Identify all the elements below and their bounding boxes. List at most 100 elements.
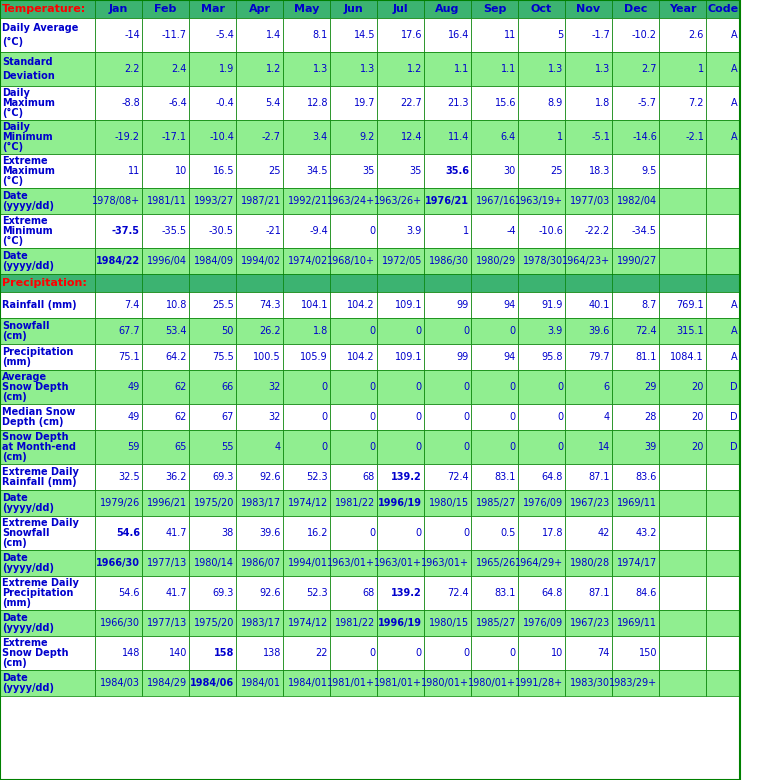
Text: -14.6: -14.6 <box>632 132 657 142</box>
Text: 100.5: 100.5 <box>253 352 281 362</box>
Text: 79.7: 79.7 <box>588 352 610 362</box>
Bar <box>518 490 565 516</box>
Text: 1: 1 <box>557 132 563 142</box>
Text: 1985/27: 1985/27 <box>476 498 516 508</box>
Bar <box>330 188 377 214</box>
Bar <box>706 292 740 318</box>
Bar <box>377 0 424 18</box>
Text: Extreme: Extreme <box>2 156 47 166</box>
Bar <box>659 154 706 188</box>
Bar <box>283 636 330 670</box>
Bar <box>189 670 236 696</box>
Text: Daily: Daily <box>2 88 30 98</box>
Text: 1967/23: 1967/23 <box>570 618 610 628</box>
Text: (cm): (cm) <box>2 332 27 341</box>
Bar <box>330 248 377 274</box>
Text: 0: 0 <box>369 382 375 392</box>
Text: 0: 0 <box>557 442 563 452</box>
Bar <box>424 576 471 610</box>
Text: 0: 0 <box>369 326 375 336</box>
Bar <box>565 636 612 670</box>
Text: 99: 99 <box>456 300 469 310</box>
Bar <box>377 464 424 490</box>
Text: 1996/19: 1996/19 <box>378 498 422 508</box>
Bar <box>142 248 189 274</box>
Text: Date: Date <box>2 613 28 622</box>
Bar <box>612 430 659 464</box>
Bar <box>424 370 471 404</box>
Bar <box>330 464 377 490</box>
Text: 41.7: 41.7 <box>166 528 187 538</box>
Bar <box>377 188 424 214</box>
Text: -19.2: -19.2 <box>115 132 140 142</box>
Bar <box>471 0 518 18</box>
Bar <box>236 248 283 274</box>
Text: 35.6: 35.6 <box>445 166 469 176</box>
Bar <box>471 120 518 154</box>
Bar <box>612 610 659 636</box>
Text: 75.5: 75.5 <box>212 352 234 362</box>
Bar <box>283 404 330 430</box>
Bar <box>518 52 565 86</box>
Bar <box>706 516 740 550</box>
Text: Extreme: Extreme <box>2 216 47 226</box>
Bar <box>377 120 424 154</box>
Text: -2.7: -2.7 <box>262 132 281 142</box>
Text: 0: 0 <box>463 412 469 422</box>
Text: 91.9: 91.9 <box>542 300 563 310</box>
Text: 0: 0 <box>369 226 375 236</box>
Text: 1974/12: 1974/12 <box>288 618 328 628</box>
Bar <box>706 464 740 490</box>
Bar <box>0 188 95 214</box>
Bar <box>236 318 283 344</box>
Text: 1963/01+: 1963/01+ <box>374 558 422 568</box>
Bar <box>0 52 95 86</box>
Bar <box>471 550 518 576</box>
Bar <box>471 318 518 344</box>
Bar <box>95 490 142 516</box>
Bar <box>518 404 565 430</box>
Bar <box>236 86 283 120</box>
Text: 0: 0 <box>463 382 469 392</box>
Text: Temperature:: Temperature: <box>2 4 86 14</box>
Text: 1991/28+: 1991/28+ <box>515 678 563 688</box>
Text: 54.6: 54.6 <box>119 588 140 598</box>
Bar <box>377 318 424 344</box>
Text: Jan: Jan <box>109 4 128 14</box>
Text: 72.4: 72.4 <box>447 588 469 598</box>
Text: 16.4: 16.4 <box>448 30 469 40</box>
Bar <box>565 0 612 18</box>
Text: (mm): (mm) <box>2 597 31 608</box>
Bar <box>0 344 95 370</box>
Text: 1981/22: 1981/22 <box>335 618 375 628</box>
Bar <box>659 490 706 516</box>
Text: 10.8: 10.8 <box>166 300 187 310</box>
Bar <box>565 214 612 248</box>
Text: Precipitation:: Precipitation: <box>2 278 87 288</box>
Bar <box>236 344 283 370</box>
Text: 1976/09: 1976/09 <box>523 498 563 508</box>
Text: -21: -21 <box>265 226 281 236</box>
Bar <box>706 670 740 696</box>
Text: at Month-end: at Month-end <box>2 442 76 452</box>
Bar <box>518 344 565 370</box>
Text: Snow Depth: Snow Depth <box>2 382 68 392</box>
Bar <box>330 576 377 610</box>
Bar <box>424 18 471 52</box>
Text: 1: 1 <box>698 64 704 74</box>
Text: 1980/28: 1980/28 <box>570 558 610 568</box>
Bar <box>142 86 189 120</box>
Bar <box>706 636 740 670</box>
Text: 69.3: 69.3 <box>212 588 234 598</box>
Bar <box>283 18 330 52</box>
Bar <box>189 318 236 344</box>
Bar <box>424 52 471 86</box>
Text: -14: -14 <box>124 30 140 40</box>
Text: 0: 0 <box>510 326 516 336</box>
Text: 1984/01: 1984/01 <box>288 678 328 688</box>
Text: 0: 0 <box>416 326 422 336</box>
Bar <box>236 214 283 248</box>
Text: 1.8: 1.8 <box>594 98 610 108</box>
Bar <box>330 670 377 696</box>
Text: 1.3: 1.3 <box>548 64 563 74</box>
